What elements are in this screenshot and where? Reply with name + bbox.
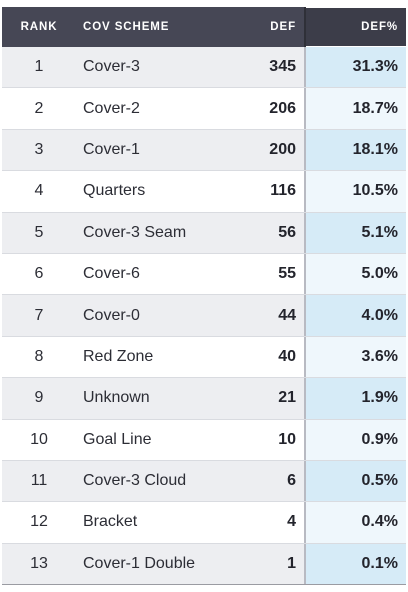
table-row: 7 Cover-0 44 4.0% (2, 295, 406, 337)
def-cell: 206 (210, 88, 306, 129)
def-cell: 21 (210, 378, 306, 419)
def-cell: 10 (210, 419, 306, 460)
rank-cell: 11 (30, 472, 48, 490)
def-pct-cell: 0.4% (306, 502, 406, 543)
table-row: 11 Cover-3 Cloud 6 0.5% (2, 460, 406, 503)
def-pct-cell: 18.1% (306, 129, 406, 171)
table-header: RANK COV SCHEME DEF DEF% (2, 7, 406, 47)
def-cell: 56 (210, 212, 306, 253)
table-row: 1 Cover-3 345 31.3% (2, 47, 406, 89)
header-rank[interactable]: RANK (20, 21, 58, 33)
rank-cell: 13 (30, 554, 48, 572)
table-body: 1 Cover-3 345 31.3% 2 Cover-2 206 18.7% 3 Cover-1… (2, 47, 406, 586)
coverage-table: RANK COV SCHEME DEF DEF% 1 Cover-3 345 31.3… (2, 7, 406, 586)
table-row: 5 Cover-3 Seam 56 5.1% (2, 212, 406, 254)
cov-scheme-cell: Red Zone (83, 347, 154, 365)
cov-scheme-cell: Cover-3 Seam (83, 223, 187, 241)
def-cell: 6 (210, 460, 306, 502)
def-pct-cell: 3.6% (306, 336, 406, 378)
cov-scheme-cell: Cover-1 Double (83, 554, 196, 572)
rank-cell: 2 (34, 99, 44, 117)
def-pct-cell: 0.1% (306, 543, 406, 585)
table-row: 2 Cover-2 206 18.7% (2, 88, 406, 130)
header-def-pct[interactable]: DEF% (306, 7, 406, 47)
cov-scheme-cell: Cover-3 (83, 58, 140, 76)
cov-scheme-cell: Bracket (83, 513, 138, 531)
header-cov-scheme[interactable]: COV SCHEME (83, 21, 170, 33)
def-cell: 4 (210, 502, 306, 543)
rank-cell: 7 (34, 306, 44, 324)
def-cell: 55 (210, 253, 306, 295)
cov-scheme-cell: Cover-6 (83, 265, 140, 283)
def-pct-cell: 31.3% (306, 47, 406, 88)
def-cell: 1 (210, 543, 306, 585)
table-row: 13 Cover-1 Double 1 0.1% (2, 543, 406, 586)
cov-scheme-cell: Cover-0 (83, 306, 140, 324)
table-row: 3 Cover-1 200 18.1% (2, 129, 406, 172)
def-pct-cell: 0.9% (306, 419, 406, 460)
rank-cell: 9 (34, 389, 44, 407)
def-cell: 44 (210, 295, 306, 336)
rank-cell: 3 (34, 140, 44, 158)
def-pct-cell: 5.0% (306, 253, 406, 295)
def-pct-cell: 1.9% (306, 378, 406, 419)
cov-scheme-cell: Cover-3 Cloud (83, 472, 187, 490)
def-pct-cell: 18.7% (306, 88, 406, 129)
def-cell: 116 (210, 171, 306, 212)
def-cell: 345 (210, 47, 306, 88)
table-row: 10 Goal Line 10 0.9% (2, 419, 406, 461)
rank-cell: 6 (34, 265, 44, 283)
rank-cell: 1 (34, 58, 44, 76)
cov-scheme-cell: Cover-1 (83, 140, 140, 158)
table-row: 8 Red Zone 40 3.6% (2, 336, 406, 379)
rank-cell: 10 (30, 430, 48, 448)
table-row: 4 Quarters 116 10.5% (2, 171, 406, 213)
def-pct-cell: 0.5% (306, 460, 406, 502)
cov-scheme-cell: Goal Line (83, 430, 152, 448)
rank-cell: 5 (34, 223, 44, 241)
def-cell: 200 (210, 129, 306, 171)
table-row: 12 Bracket 4 0.4% (2, 502, 406, 544)
def-cell: 40 (210, 336, 306, 378)
def-pct-cell: 4.0% (306, 295, 406, 336)
def-pct-cell: 10.5% (306, 171, 406, 212)
def-pct-cell: 5.1% (306, 212, 406, 253)
rank-cell: 8 (34, 347, 44, 365)
cov-scheme-cell: Quarters (83, 182, 146, 200)
rank-cell: 4 (34, 182, 44, 200)
table-row: 9 Unknown 21 1.9% (2, 378, 406, 420)
rank-cell: 12 (30, 513, 48, 531)
cov-scheme-cell: Cover-2 (83, 99, 140, 117)
cov-scheme-cell: Unknown (83, 389, 150, 407)
header-def[interactable]: DEF (210, 7, 306, 47)
table-row: 6 Cover-6 55 5.0% (2, 253, 406, 296)
